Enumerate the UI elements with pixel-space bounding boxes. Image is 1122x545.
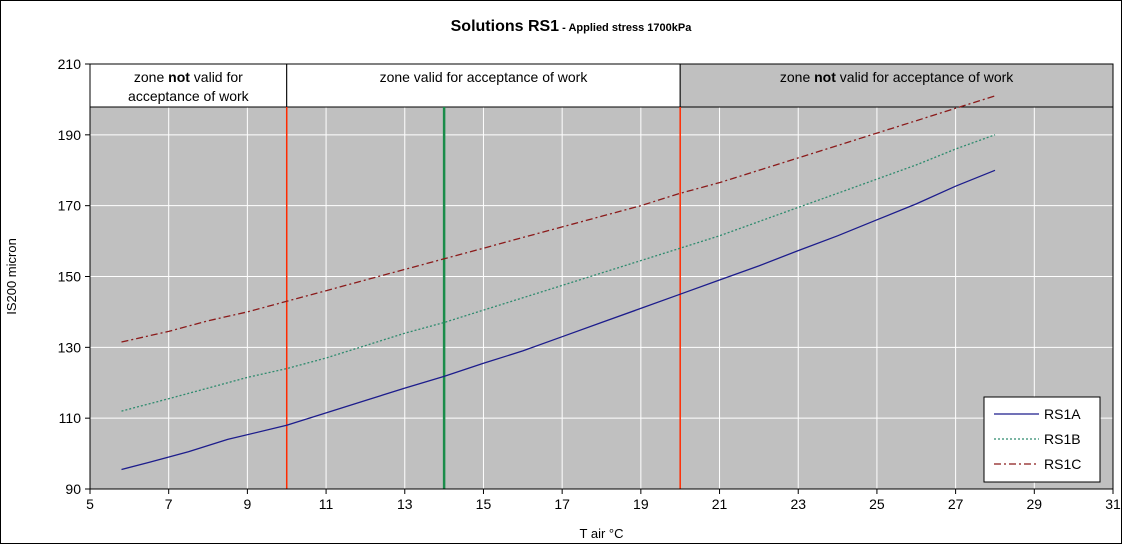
x-tick-label: 25 [869,496,885,512]
x-tick-label: 19 [633,496,649,512]
x-tick-label: 23 [790,496,806,512]
x-tick-label: 31 [1105,496,1121,512]
y-tick-label: 130 [58,339,82,355]
zone-label: zone not valid for [134,69,243,85]
x-tick-label: 13 [397,496,413,512]
zone-label-line2: acceptance of work [128,88,250,104]
chart-title-main: Solutions RS1 [451,18,560,35]
x-tick-label: 15 [476,496,492,512]
y-tick-label: 210 [58,56,82,72]
x-tick-label: 9 [243,496,251,512]
zone-box [286,63,681,108]
y-axis-label: IS200 micron [4,238,19,315]
zone-label: zone valid for acceptance of work [380,69,589,85]
legend-label: RS1A [1044,406,1081,422]
y-tick-label: 150 [58,269,82,285]
x-axis-label: T air °C [580,526,624,541]
x-tick-label: 27 [948,496,964,512]
legend [983,396,1101,483]
series-line-rs1b [121,134,996,412]
series-line-rs1a [121,169,996,471]
y-tick-label: 90 [65,481,81,497]
x-tick-label: 11 [319,496,334,512]
zone-label: zone not valid for acceptance of work [780,69,1014,85]
chart-title: Solutions RS1 - Applied stress 1700kPa [451,18,693,35]
legend-label: RS1B [1044,431,1081,447]
x-tick-label: 7 [165,496,173,512]
y-tick-label: 110 [59,410,82,426]
y-tick-label: 170 [58,198,82,214]
y-tick-label: 190 [58,127,82,143]
chart-subtitle: - Applied stress 1700kPa [559,22,692,34]
series-line-rs1c [121,95,996,343]
legend-label: RS1C [1044,456,1081,472]
x-tick-label: 29 [1027,496,1043,512]
x-tick-label: 5 [86,496,94,512]
zone-box [89,63,288,108]
x-tick-label: 21 [712,496,728,512]
x-tick-label: 17 [554,496,570,512]
